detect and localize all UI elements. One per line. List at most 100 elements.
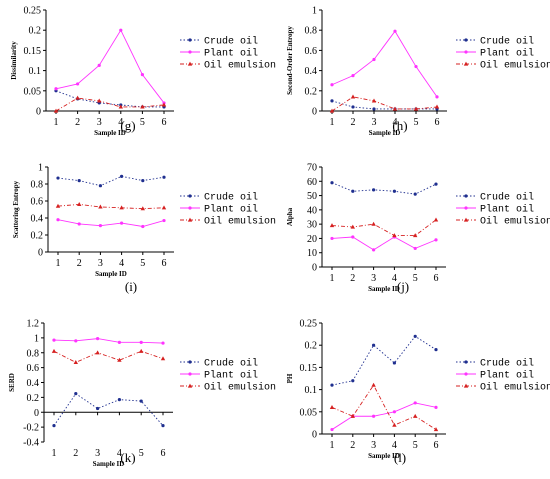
series-line-emulsion <box>331 384 437 430</box>
legend-label-crude: Crude oil <box>480 358 534 370</box>
x-tick-label: 6 <box>161 448 166 459</box>
y-tick-label: 0.15 <box>300 363 318 374</box>
x-tick-label: 5 <box>413 440 418 451</box>
data-point-crude <box>52 424 56 428</box>
x-axis-title: Sample ID <box>368 285 400 293</box>
x-tick-label: 4 <box>392 273 397 284</box>
panel-label: (g) <box>120 118 135 133</box>
x-tick-label: 3 <box>98 258 103 269</box>
data-point-plant <box>141 224 145 229</box>
data-point-plant <box>330 83 334 87</box>
x-axis-title: Sample ID <box>94 129 126 137</box>
data-point-plant <box>351 74 355 78</box>
legend-marker-emulsion <box>187 61 193 66</box>
y-tick-label: 0.05 <box>24 86 42 97</box>
data-point-emulsion <box>77 202 82 206</box>
y-axis-title: PH <box>286 373 294 383</box>
x-tick-label: 4 <box>392 440 397 451</box>
x-tick-label: 4 <box>117 448 122 459</box>
data-point-plant <box>74 339 78 343</box>
data-point-plant <box>414 64 418 69</box>
data-point-crude <box>139 399 143 403</box>
data-point-crude <box>434 182 438 186</box>
x-tick-label: 1 <box>56 258 61 269</box>
data-point-crude <box>77 179 81 183</box>
data-point-plant <box>393 29 397 33</box>
panel-i: 0 0.2 0.4 0.6 0.8 1 1 2 3 4 5 6 Sample ID Scattering … <box>12 163 276 295</box>
y-tick-label: 1 <box>34 333 39 344</box>
legend-label-emulsion: Oil emulsion <box>204 216 276 228</box>
data-point-emulsion <box>392 422 397 427</box>
data-point-crude <box>162 175 166 179</box>
legend-label-plant: Plant oil <box>204 204 258 216</box>
series-line-emulsion <box>331 219 437 237</box>
y-tick-label: 0 <box>312 107 317 118</box>
y-tick-label: 0.2 <box>305 341 318 352</box>
y-tick-label: 0.4 <box>31 214 44 225</box>
legend-marker-crude <box>464 194 468 198</box>
x-tick-label: 1 <box>54 117 59 128</box>
panel-label: (k) <box>120 450 135 465</box>
y-tick-label: 0 <box>34 408 39 419</box>
y-tick-label: 0.1 <box>29 66 42 77</box>
data-point-plant <box>117 340 121 344</box>
x-tick-label: 3 <box>97 117 102 128</box>
panel-g: 0 0.05 0.1 0.15 0.2 0.25 1 2 3 4 5 6 Sample ID Dissim… <box>10 6 276 138</box>
data-point-emulsion <box>98 204 103 209</box>
series-line-emulsion <box>55 97 165 112</box>
data-point-plant <box>413 246 417 251</box>
legend-marker-plant <box>188 50 192 54</box>
x-tick-label: 4 <box>119 258 124 269</box>
x-tick-label: 4 <box>393 117 398 128</box>
x-tick-label: 5 <box>413 273 418 284</box>
y-tick-label: 1 <box>312 6 317 17</box>
x-axis-title: Sample ID <box>369 129 401 137</box>
y-tick-label: 0 <box>312 263 317 274</box>
data-point-emulsion <box>119 205 124 210</box>
legend-marker-plant <box>464 372 468 376</box>
x-tick-label: 5 <box>140 117 145 128</box>
legend-marker-plant <box>464 50 468 54</box>
legend-marker-emulsion <box>463 217 469 222</box>
panel-j: 0 10 20 30 40 50 60 70 1 2 3 4 5 6 Sample ID Alpha Crude… <box>286 163 550 295</box>
data-point-crude <box>351 189 355 193</box>
y-tick-label: 1 <box>38 163 43 174</box>
data-point-crude <box>413 192 417 196</box>
data-point-emulsion <box>371 382 376 387</box>
y-tick-label: 0.8 <box>27 348 40 359</box>
legend-marker-plant <box>188 206 192 210</box>
data-point-plant <box>76 82 80 86</box>
y-tick-label: 60 <box>307 177 317 188</box>
data-point-plant <box>435 95 439 99</box>
data-point-emulsion <box>97 98 102 103</box>
series-line-crude <box>53 393 164 426</box>
data-point-plant <box>119 28 123 32</box>
data-point-emulsion <box>350 413 355 418</box>
data-point-emulsion <box>433 427 439 432</box>
series-line-plant <box>331 30 438 98</box>
data-point-plant <box>97 63 101 67</box>
data-point-plant <box>372 414 376 418</box>
x-tick-label: 2 <box>75 117 80 128</box>
data-point-crude <box>372 107 376 111</box>
x-tick-label: 5 <box>414 117 419 128</box>
data-point-crude <box>120 174 124 178</box>
legend-marker-crude <box>188 194 192 198</box>
x-tick-label: 3 <box>371 273 376 284</box>
legend-label-emulsion: Oil emulsion <box>480 60 550 72</box>
x-tick-label: 1 <box>330 273 335 284</box>
data-point-crude <box>413 334 417 338</box>
y-tick-label: 10 <box>307 248 317 259</box>
legend-label-plant: Plant oil <box>480 204 534 216</box>
legend-label-crude: Crude oil <box>204 358 258 370</box>
data-point-crude <box>372 188 376 192</box>
y-tick-label: 0.2 <box>305 86 318 97</box>
y-tick-label: 0 <box>36 107 41 118</box>
data-point-emulsion <box>95 350 100 355</box>
legend-marker-emulsion <box>463 383 469 388</box>
data-point-plant <box>56 218 60 222</box>
y-tick-label: 40 <box>307 205 317 216</box>
y-tick-label: 0 <box>312 430 317 441</box>
